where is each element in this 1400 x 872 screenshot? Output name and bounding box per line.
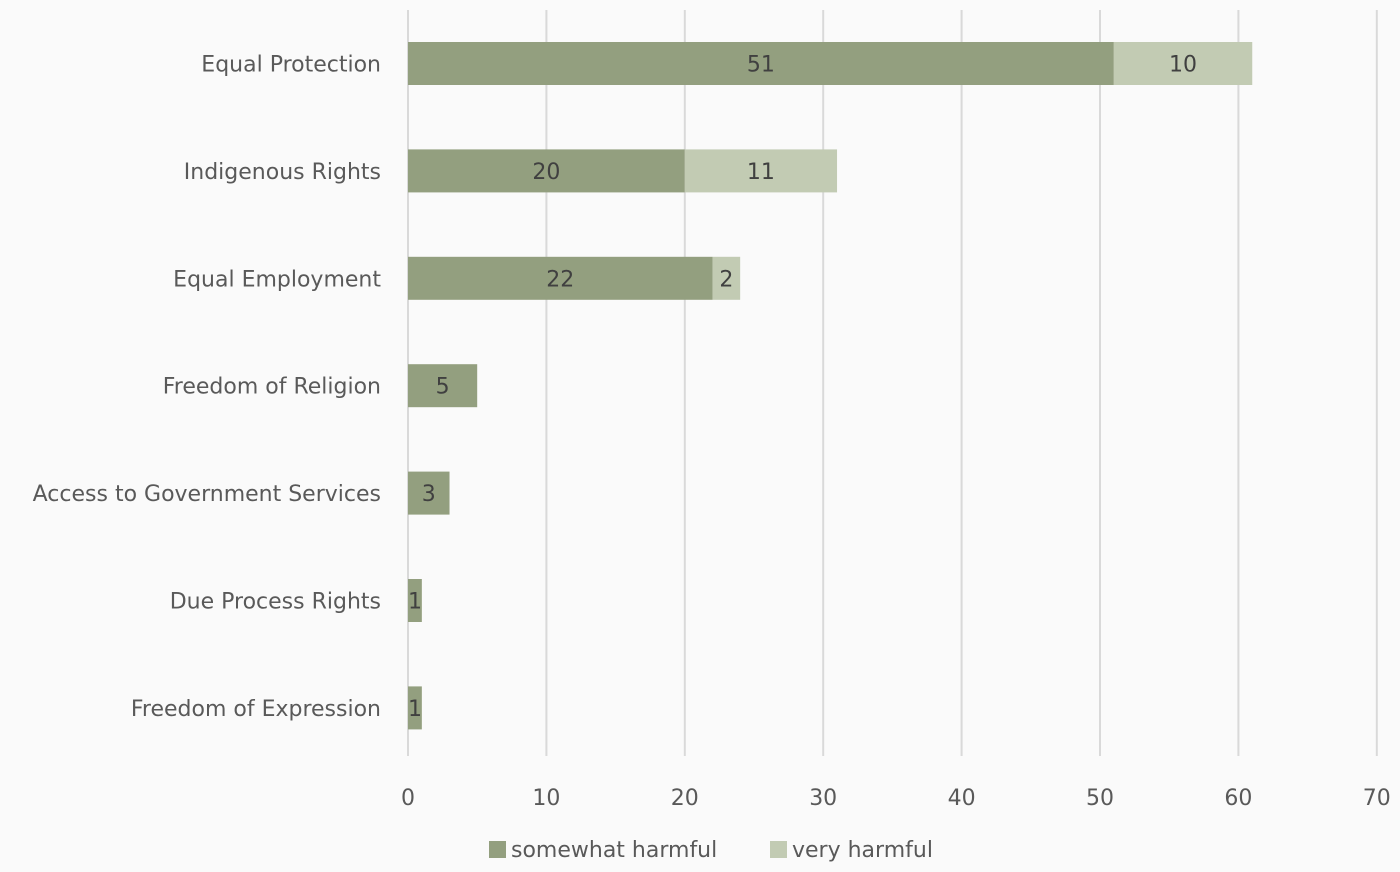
category-label: Equal Protection	[201, 53, 381, 78]
bar-segment	[408, 42, 1114, 85]
gridlines	[407, 10, 1378, 756]
data-label: 22	[546, 267, 574, 292]
data-label: 11	[747, 160, 775, 185]
legend-swatch	[489, 841, 506, 858]
data-label: 2	[719, 267, 733, 292]
category-label: Freedom of Religion	[163, 375, 381, 400]
bar-segment	[408, 256, 713, 300]
x-tick-label: 40	[948, 786, 976, 811]
x-tick-label: 60	[1224, 786, 1252, 811]
category-label: Access to Government Services	[33, 482, 381, 507]
bar-segment	[408, 579, 422, 622]
x-tick-label: 30	[809, 786, 837, 811]
data-label: 10	[1169, 53, 1197, 78]
category-label: Due Process Rights	[170, 590, 381, 615]
bar-segment	[1113, 42, 1253, 85]
data-label: 3	[422, 482, 436, 507]
legend-swatch	[770, 841, 787, 858]
x-tick-label: 20	[671, 786, 699, 811]
category-label: Equal Employment	[173, 267, 381, 292]
bar-segment	[712, 256, 741, 300]
bar-segment	[408, 149, 685, 193]
legend: somewhat harmful very harmful	[489, 838, 933, 863]
legend-label: somewhat harmful	[511, 838, 717, 863]
bar-segment	[408, 471, 450, 515]
x-axis-ticks: 0 10 20 30 40 50 60 70	[401, 786, 1391, 811]
category-label: Freedom of Expression	[131, 697, 381, 722]
data-label: 1	[408, 590, 422, 615]
x-tick-label: 0	[401, 786, 415, 811]
category-label: Indigenous Rights	[184, 160, 381, 185]
data-label: 1	[408, 697, 422, 722]
data-label: 20	[532, 160, 560, 185]
bar-segment	[408, 364, 478, 408]
legend-label: very harmful	[792, 838, 933, 863]
data-label: 51	[747, 53, 775, 78]
category-labels: Equal Protection Indigenous Rights Equal E…	[33, 53, 382, 722]
data-label: 5	[436, 375, 450, 400]
x-tick-label: 50	[1086, 786, 1114, 811]
bar-segment	[408, 686, 422, 730]
x-tick-label: 10	[532, 786, 560, 811]
bar-segment	[684, 149, 838, 193]
x-tick-label: 70	[1363, 786, 1391, 811]
